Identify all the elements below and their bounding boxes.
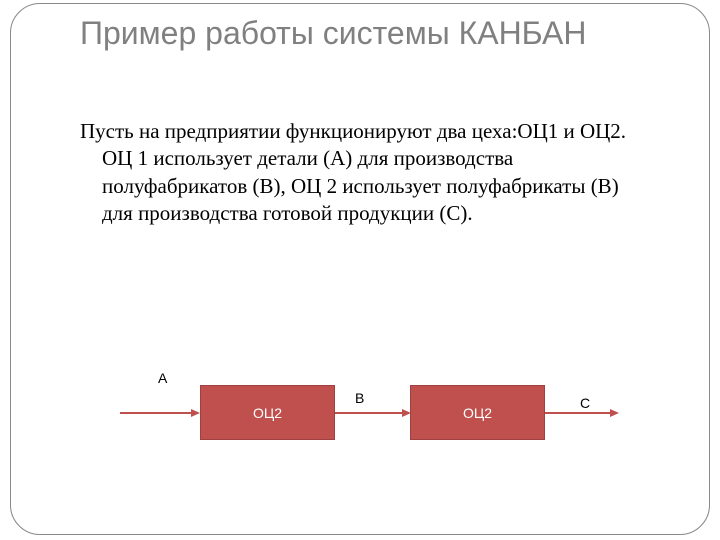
- arrow-c-head: [610, 409, 619, 417]
- label-a: А: [158, 370, 167, 386]
- box-oc1: ОЦ2: [200, 385, 335, 440]
- box-oc1-label: ОЦ2: [253, 405, 282, 421]
- slide-title: Пример работы системы КАНБАН: [80, 15, 660, 52]
- box-oc2: ОЦ2: [410, 385, 545, 440]
- arrow-a-head: [191, 409, 200, 417]
- label-b: В: [355, 390, 364, 406]
- arrow-b-line: [335, 412, 405, 414]
- slide-body: Пусть на предприятии функционируют два ц…: [80, 118, 650, 227]
- box-oc2-label: ОЦ2: [463, 405, 492, 421]
- arrow-c-line: [545, 412, 613, 414]
- arrow-a-line: [120, 412, 194, 414]
- label-c: С: [580, 395, 590, 411]
- kanban-diagram: А ОЦ2 В ОЦ2 С: [120, 370, 640, 460]
